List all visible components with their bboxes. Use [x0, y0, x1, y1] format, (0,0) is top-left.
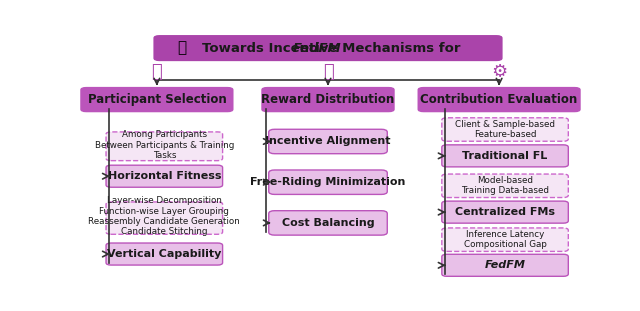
FancyBboxPatch shape [442, 145, 568, 167]
Text: Cost Balancing: Cost Balancing [282, 218, 374, 228]
Text: Layer-wise Decomposition
Function-wise Layer Grouping
Reassembly Candidate Gener: Layer-wise Decomposition Function-wise L… [88, 196, 240, 236]
Text: Vertical Capability: Vertical Capability [107, 249, 221, 259]
Text: 🏆: 🏆 [323, 63, 333, 81]
FancyBboxPatch shape [106, 202, 223, 234]
FancyBboxPatch shape [106, 132, 223, 161]
Text: Reward Distribution: Reward Distribution [261, 93, 395, 106]
FancyBboxPatch shape [269, 129, 387, 154]
FancyBboxPatch shape [442, 118, 568, 141]
Text: Among Participants
Between Participants & Training
Tasks: Among Participants Between Participants … [95, 130, 234, 160]
FancyBboxPatch shape [106, 243, 223, 265]
FancyBboxPatch shape [417, 87, 580, 112]
Text: Free-Riding Minimization: Free-Riding Minimization [250, 177, 406, 187]
Text: Participant Selection: Participant Selection [88, 93, 227, 106]
Text: Centralized FMs: Centralized FMs [455, 207, 555, 217]
Text: Contribution Evaluation: Contribution Evaluation [420, 93, 578, 106]
Text: Towards Incentive Mechanisms for: Towards Incentive Mechanisms for [202, 42, 465, 55]
Text: Client & Sample-based
Feature-based: Client & Sample-based Feature-based [455, 120, 555, 139]
Text: Incentive Alignment: Incentive Alignment [265, 137, 391, 146]
Text: ⚙: ⚙ [491, 63, 507, 81]
Text: Traditional FL: Traditional FL [463, 151, 548, 161]
FancyBboxPatch shape [442, 174, 568, 197]
FancyBboxPatch shape [261, 87, 395, 112]
FancyBboxPatch shape [80, 87, 234, 112]
FancyBboxPatch shape [442, 228, 568, 251]
Text: FedFM: FedFM [484, 260, 525, 270]
Text: Model-based
Training Data-based: Model-based Training Data-based [461, 176, 549, 196]
FancyBboxPatch shape [269, 170, 387, 194]
Text: FedFM: FedFM [293, 42, 342, 55]
Text: Inference Latency
Compositional Gap: Inference Latency Compositional Gap [463, 230, 547, 249]
FancyBboxPatch shape [442, 254, 568, 276]
FancyBboxPatch shape [154, 35, 502, 61]
Text: Horizontal Fitness: Horizontal Fitness [108, 171, 221, 181]
FancyBboxPatch shape [269, 211, 387, 235]
FancyBboxPatch shape [442, 201, 568, 223]
Text: 🎁: 🎁 [177, 41, 186, 56]
FancyBboxPatch shape [106, 165, 223, 187]
Text: 👥: 👥 [152, 63, 163, 81]
